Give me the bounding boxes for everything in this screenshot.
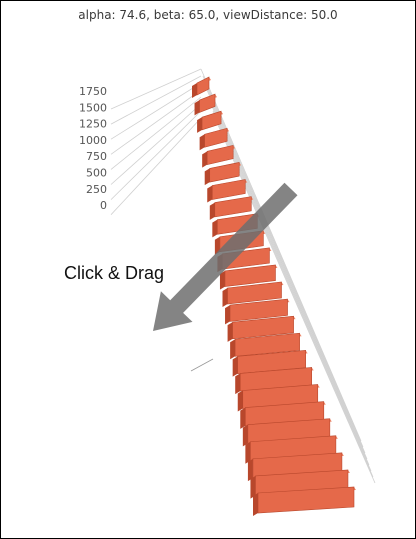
y-tick-label: 750: [86, 150, 107, 163]
view-angle-caption: alpha: 74.6, beta: 65.0, viewDistance: 5…: [78, 8, 338, 22]
y-tick-label: 0: [100, 199, 107, 212]
bar-front: [219, 230, 264, 253]
bar-side: [204, 168, 210, 186]
bar-side: [219, 270, 225, 290]
bar-side: [192, 83, 197, 98]
bar: [202, 144, 236, 168]
bar-side: [207, 185, 213, 203]
bar-side: [250, 475, 256, 499]
bar-side: [230, 339, 236, 360]
bar-side: [199, 134, 205, 151]
bar-series: [192, 76, 356, 516]
bar-side: [209, 202, 215, 220]
y-tick-label: 1000: [79, 134, 107, 147]
bar-front: [214, 196, 252, 218]
bar: [194, 93, 218, 116]
gridline-left: [110, 75, 202, 125]
bar: [197, 110, 224, 133]
bar-side: [247, 458, 253, 482]
bar-side: [237, 390, 243, 412]
bar-side: [212, 219, 218, 238]
gridline-left: [110, 89, 202, 155]
bar: [240, 401, 326, 429]
bar-front: [257, 486, 355, 514]
bar-side: [253, 493, 258, 516]
bar-side: [232, 356, 238, 377]
bar-front: [201, 110, 222, 131]
bar: [204, 162, 242, 186]
bar-side: [197, 117, 203, 133]
bar-front: [211, 179, 246, 200]
bar: [230, 332, 302, 360]
bar-front: [209, 162, 240, 183]
gridline-left: [110, 117, 202, 215]
gridline-left: [110, 68, 202, 110]
bar-front: [206, 144, 234, 166]
bar-side: [217, 253, 223, 273]
bar-front: [234, 332, 300, 357]
bar-side: [235, 373, 241, 395]
bar-front: [222, 247, 270, 270]
bar: [235, 367, 314, 395]
axis-stub: [190, 358, 214, 372]
bar-side: [245, 441, 251, 464]
bar-side: [202, 151, 208, 168]
bar-front: [199, 93, 216, 113]
bar-side: [214, 236, 220, 255]
gridline-left: [110, 103, 202, 185]
y-tick-label: 1500: [79, 101, 107, 114]
y-axis-tick-labels: 1750 1500 1250 1000 750 500 250 0: [79, 85, 107, 212]
y-tick-label: 1750: [79, 85, 107, 98]
click-drag-hint: Click & Drag: [64, 263, 165, 283]
gridline-left: [110, 96, 202, 170]
gridline-left: [110, 82, 202, 140]
bar: [232, 350, 308, 377]
y-tick-label: 250: [86, 183, 107, 196]
bar-side: [240, 407, 246, 429]
bar-side: [222, 288, 228, 307]
gridline-left: [110, 110, 202, 200]
bar-front: [217, 213, 258, 235]
bar: [199, 127, 230, 151]
bar: [253, 486, 356, 516]
bar-side: [194, 100, 200, 116]
bar-side: [242, 424, 248, 447]
bar-front: [204, 127, 228, 148]
y-tick-label: 500: [86, 167, 107, 180]
bar-side: [225, 305, 231, 325]
y-tick-label: 1250: [79, 118, 107, 131]
bar-front: [196, 76, 210, 96]
bar-side: [227, 322, 233, 342]
bar: [192, 76, 211, 98]
